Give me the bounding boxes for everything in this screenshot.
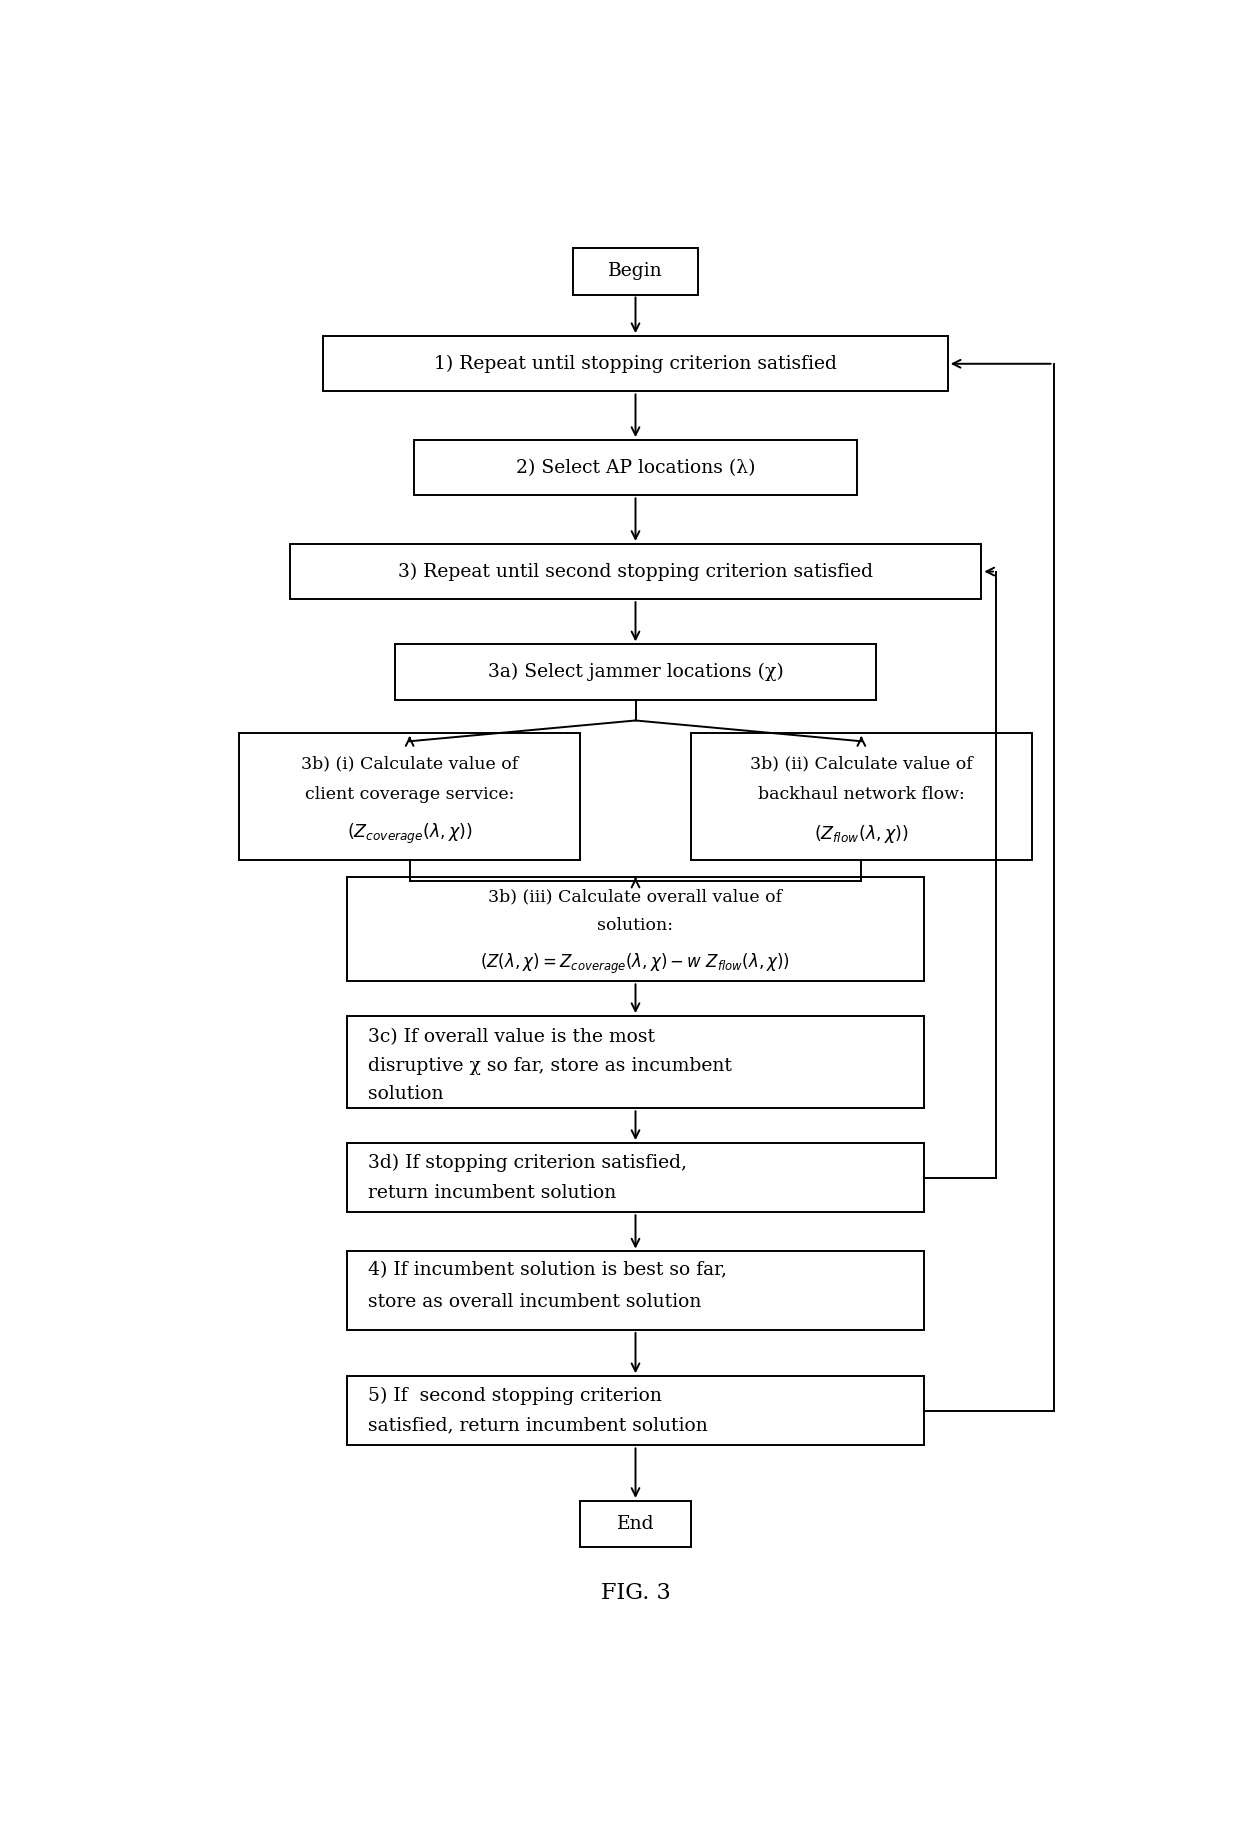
Text: store as overall incumbent solution: store as overall incumbent solution [368, 1293, 702, 1311]
FancyBboxPatch shape [290, 543, 982, 600]
Text: $(Z_{coverage}(\lambda,\chi))$: $(Z_{coverage}(\lambda,\chi))$ [347, 821, 472, 845]
Text: 3a) Select jammer locations (χ): 3a) Select jammer locations (χ) [487, 662, 784, 680]
FancyBboxPatch shape [347, 1015, 924, 1108]
Text: 2) Select AP locations (λ): 2) Select AP locations (λ) [516, 459, 755, 477]
Text: 3b) (ii) Calculate value of: 3b) (ii) Calculate value of [750, 755, 972, 774]
Text: backhaul network flow:: backhaul network flow: [758, 786, 965, 803]
Text: solution: solution [368, 1085, 444, 1103]
Text: 3d) If stopping criterion satisfied,: 3d) If stopping criterion satisfied, [368, 1154, 687, 1172]
Text: 3) Repeat until second stopping criterion satisfied: 3) Repeat until second stopping criterio… [398, 563, 873, 580]
Text: return incumbent solution: return incumbent solution [368, 1183, 616, 1202]
Text: 4) If incumbent solution is best so far,: 4) If incumbent solution is best so far, [368, 1260, 728, 1278]
Text: 3b) (iii) Calculate overall value of: 3b) (iii) Calculate overall value of [489, 889, 782, 905]
FancyBboxPatch shape [573, 249, 698, 294]
FancyBboxPatch shape [691, 733, 1032, 860]
Text: satisfied, return incumbent solution: satisfied, return incumbent solution [368, 1417, 708, 1434]
Text: 3c) If overall value is the most: 3c) If overall value is the most [368, 1028, 656, 1046]
FancyBboxPatch shape [324, 337, 947, 391]
FancyBboxPatch shape [347, 1143, 924, 1213]
FancyBboxPatch shape [347, 1251, 924, 1330]
FancyBboxPatch shape [580, 1502, 691, 1547]
Text: End: End [616, 1514, 655, 1533]
Text: 3b) (i) Calculate value of: 3b) (i) Calculate value of [301, 755, 518, 774]
FancyBboxPatch shape [347, 878, 924, 982]
Text: FIG. 3: FIG. 3 [600, 1582, 671, 1604]
Text: 5) If  second stopping criterion: 5) If second stopping criterion [368, 1386, 662, 1405]
FancyBboxPatch shape [414, 441, 857, 496]
Text: solution:: solution: [598, 918, 673, 935]
Text: $(Z_{flow}(\lambda,\chi))$: $(Z_{flow}(\lambda,\chi))$ [815, 823, 909, 845]
Text: client coverage service:: client coverage service: [305, 786, 515, 803]
FancyBboxPatch shape [239, 733, 580, 860]
Text: Begin: Begin [608, 262, 663, 280]
Text: 1) Repeat until stopping criterion satisfied: 1) Repeat until stopping criterion satis… [434, 355, 837, 373]
Text: disruptive χ so far, store as incumbent: disruptive χ so far, store as incumbent [368, 1057, 732, 1075]
FancyBboxPatch shape [347, 1375, 924, 1445]
FancyBboxPatch shape [396, 644, 875, 701]
Text: $(Z(\lambda,\chi) = Z_{coverage}(\lambda,\chi) - w\ Z_{flow}(\lambda,\chi))$: $(Z(\lambda,\chi) = Z_{coverage}(\lambda… [480, 951, 791, 977]
